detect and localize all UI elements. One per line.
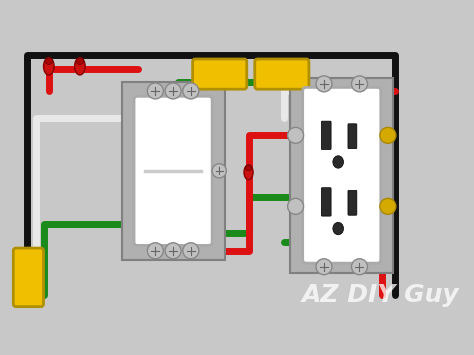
Circle shape: [352, 76, 367, 92]
Circle shape: [147, 243, 164, 259]
Circle shape: [316, 76, 332, 92]
Ellipse shape: [44, 58, 54, 75]
Ellipse shape: [74, 58, 85, 75]
Circle shape: [183, 83, 199, 99]
Circle shape: [288, 127, 303, 143]
Text: AZ DIY Guy: AZ DIY Guy: [302, 283, 459, 307]
FancyBboxPatch shape: [348, 190, 357, 215]
Ellipse shape: [333, 156, 344, 168]
Circle shape: [165, 83, 181, 99]
Circle shape: [288, 198, 303, 214]
FancyBboxPatch shape: [321, 188, 331, 216]
Circle shape: [183, 243, 199, 259]
Ellipse shape: [246, 165, 252, 171]
Ellipse shape: [244, 165, 253, 180]
FancyBboxPatch shape: [255, 59, 309, 89]
Circle shape: [316, 259, 332, 275]
Bar: [290, 78, 393, 273]
FancyBboxPatch shape: [348, 124, 357, 149]
Circle shape: [380, 198, 396, 214]
Circle shape: [212, 164, 227, 178]
FancyBboxPatch shape: [303, 87, 381, 263]
Bar: [122, 82, 225, 260]
FancyBboxPatch shape: [321, 121, 331, 149]
Ellipse shape: [333, 222, 344, 235]
FancyBboxPatch shape: [134, 96, 212, 245]
Circle shape: [352, 259, 367, 275]
Circle shape: [380, 127, 396, 143]
Circle shape: [165, 243, 181, 259]
FancyBboxPatch shape: [192, 59, 247, 89]
FancyBboxPatch shape: [13, 248, 44, 307]
Circle shape: [147, 83, 164, 99]
Ellipse shape: [45, 58, 53, 64]
Ellipse shape: [76, 58, 83, 64]
